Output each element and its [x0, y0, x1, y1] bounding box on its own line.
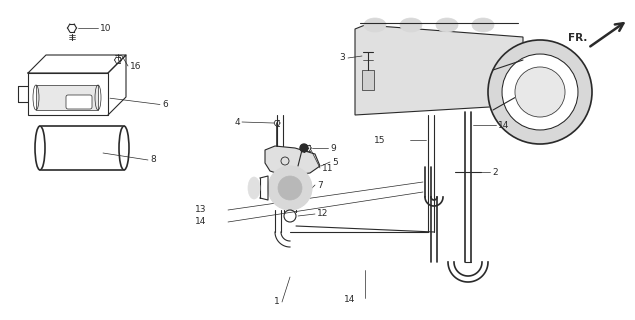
Text: 13: 13: [194, 205, 206, 214]
FancyBboxPatch shape: [66, 95, 92, 109]
Circle shape: [502, 54, 578, 130]
Text: 11: 11: [322, 164, 333, 172]
Text: 15: 15: [373, 135, 385, 145]
Circle shape: [268, 166, 312, 210]
Circle shape: [515, 67, 565, 117]
Text: 14: 14: [344, 295, 355, 305]
Text: 6: 6: [162, 100, 168, 109]
Polygon shape: [355, 25, 523, 115]
Ellipse shape: [35, 126, 45, 170]
Text: 5: 5: [332, 157, 338, 166]
Circle shape: [300, 144, 308, 152]
Circle shape: [278, 176, 302, 200]
Circle shape: [488, 40, 592, 144]
Ellipse shape: [436, 18, 458, 32]
Text: 10: 10: [100, 23, 112, 33]
Ellipse shape: [248, 177, 260, 199]
Text: 7: 7: [317, 180, 323, 189]
Ellipse shape: [472, 18, 494, 32]
Text: 9: 9: [330, 143, 336, 153]
Text: FR.: FR.: [568, 33, 587, 43]
Text: 4: 4: [234, 117, 240, 126]
Text: 8: 8: [150, 156, 156, 164]
Text: 2: 2: [492, 167, 498, 177]
Text: 16: 16: [130, 61, 142, 70]
Text: 14: 14: [194, 218, 206, 227]
Polygon shape: [265, 146, 320, 176]
Text: 12: 12: [317, 210, 328, 219]
Ellipse shape: [119, 126, 129, 170]
Bar: [362, 70, 374, 90]
Text: 1: 1: [274, 298, 280, 307]
Text: 3: 3: [339, 53, 345, 62]
Ellipse shape: [364, 18, 386, 32]
Ellipse shape: [400, 18, 422, 32]
Bar: [36, 85, 98, 110]
Text: 14: 14: [498, 121, 509, 130]
